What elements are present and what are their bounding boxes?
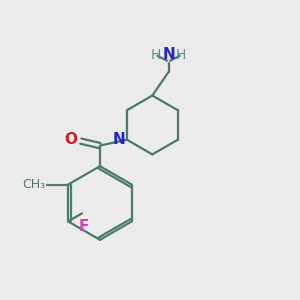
Text: H: H (151, 48, 161, 62)
Text: H: H (176, 48, 186, 62)
Text: N: N (112, 132, 125, 147)
Text: F: F (78, 219, 89, 234)
Text: O: O (64, 132, 77, 147)
Text: N: N (162, 47, 175, 62)
Text: CH₃: CH₃ (22, 178, 45, 191)
